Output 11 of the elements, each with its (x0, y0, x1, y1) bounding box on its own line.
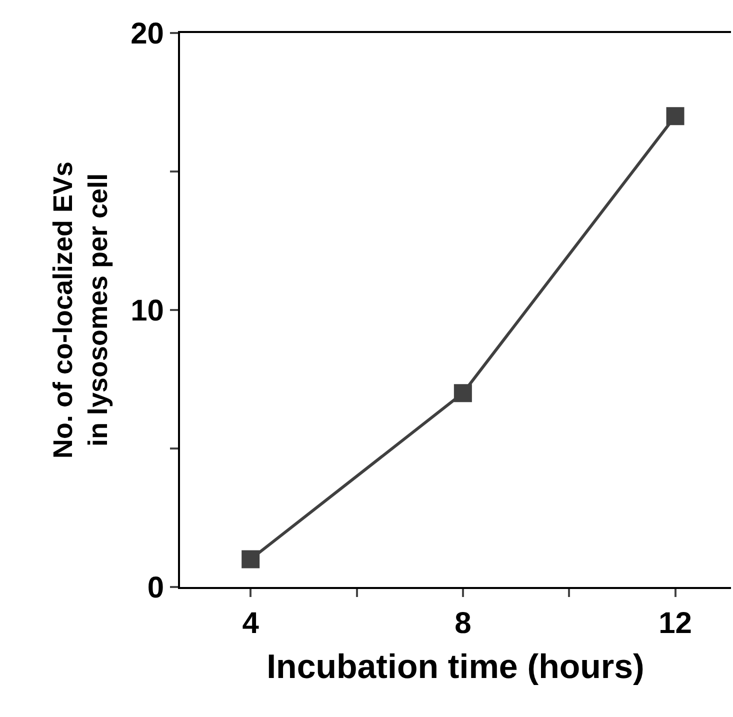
y-tick-label: 0 (147, 572, 164, 604)
y-tick-label: 10 (130, 294, 164, 328)
x-tick-label: 8 (454, 607, 472, 640)
x-axis-title: Incubation time (hours) (266, 648, 644, 686)
point (666, 107, 684, 126)
y-axis-title: No. of co-localized EVs in lysosomes per cell (48, 161, 114, 459)
x-tick-label: 4 (242, 607, 260, 640)
point (454, 384, 472, 402)
point (242, 550, 260, 568)
x-tick-label: 12 (658, 607, 692, 640)
y-tick-label: 20 (130, 18, 164, 50)
